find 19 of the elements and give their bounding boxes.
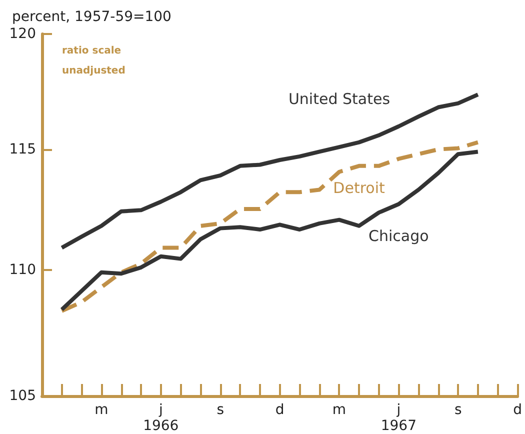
y-axis-title: percent, 1957-59=100: [12, 9, 172, 25]
x-tick-label: d: [275, 402, 284, 418]
series-label: United States: [288, 90, 390, 108]
series-label: Chicago: [368, 227, 429, 246]
x-tick-label: s: [454, 402, 462, 418]
x-tick-label: j 1966: [143, 402, 179, 434]
y-tick-label: 120: [9, 26, 36, 42]
y-tick-label: 115: [9, 141, 36, 158]
annotation: unadjusted: [62, 66, 126, 76]
x-tick-label: j 1967: [380, 402, 416, 434]
x-tick-label: d: [513, 402, 522, 418]
annotation: ratio scale: [62, 46, 122, 56]
y-tick-label: 105: [9, 388, 36, 404]
x-tick-label: m: [94, 402, 108, 418]
line-series: [60, 92, 480, 250]
y-tick-label: 110: [9, 262, 36, 278]
x-tick-label: m: [332, 402, 346, 418]
x-tick-label: s: [216, 402, 224, 418]
series-label: Detroit: [333, 178, 386, 197]
